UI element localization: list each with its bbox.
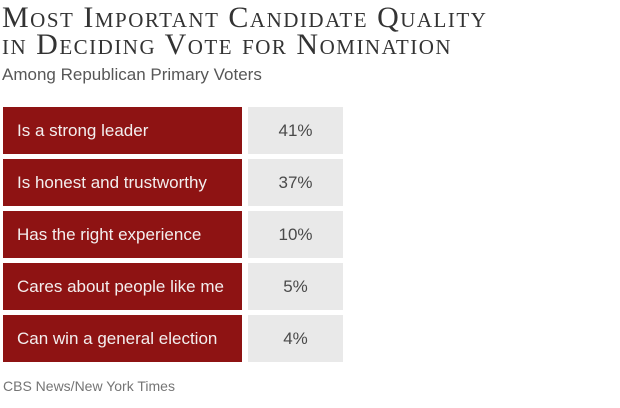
value-badge: 4%	[248, 315, 343, 362]
table-row: Can win a general election 4%	[3, 315, 620, 362]
value-badge: 37%	[248, 159, 343, 206]
source-attribution: CBS News/New York Times	[3, 378, 175, 394]
table-row: Cares about people like me 5%	[3, 263, 620, 310]
value-badge: 10%	[248, 211, 343, 258]
chart-title: Most Important Candidate Quality in Deci…	[2, 1, 620, 61]
category-label: Can win a general election	[3, 315, 242, 362]
chart-subtitle: Among Republican Primary Voters	[2, 65, 262, 84]
table-row: Has the right experience 10%	[3, 211, 620, 258]
table-row: Is honest and trustworthy 37%	[3, 159, 620, 206]
candidate-quality-table: Is a strong leader 41% Is honest and tru…	[0, 107, 620, 362]
category-label: Has the right experience	[3, 211, 242, 258]
table-row: Is a strong leader 41%	[3, 107, 620, 154]
chart-title-line-2: in Deciding Vote for Nomination	[2, 28, 453, 61]
category-label: Is honest and trustworthy	[3, 159, 242, 206]
value-badge: 5%	[248, 263, 343, 310]
chart-title-line-1: Most Important Candidate Quality	[2, 1, 488, 34]
value-badge: 41%	[248, 107, 343, 154]
category-label: Is a strong leader	[3, 107, 242, 154]
category-label: Cares about people like me	[3, 263, 242, 310]
